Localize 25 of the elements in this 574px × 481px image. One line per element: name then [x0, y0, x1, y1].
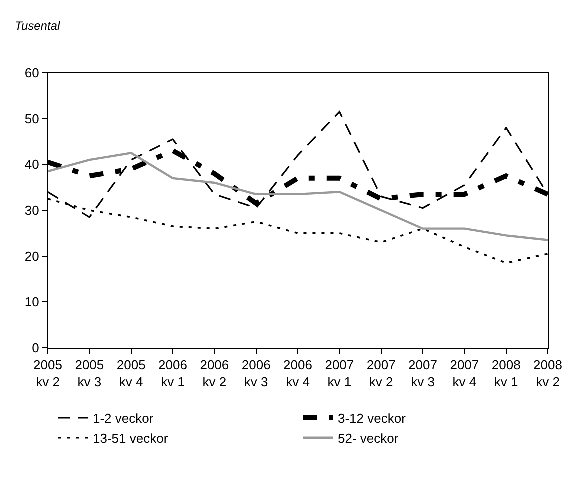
- y-axis-title: Tusental: [15, 19, 60, 33]
- y-tick-label: 10: [24, 294, 40, 310]
- y-tick-label: 0: [32, 340, 40, 356]
- x-tick-label: 2006 kv 4: [284, 358, 312, 390]
- legend-label: 1-2 veckor: [93, 411, 154, 426]
- x-tick-label: 2007 kv 4: [450, 358, 480, 390]
- y-tick-label: 30: [24, 203, 40, 218]
- x-tick-label: 2008 kv 1: [492, 358, 521, 390]
- x-tick-label: 2006 kv 2: [200, 358, 230, 390]
- x-tick-label: 2007 kv 2: [366, 358, 396, 390]
- x-tick-label: 2007 kv 3: [408, 358, 438, 390]
- x-tick-label: 2005 kv 4: [116, 358, 146, 390]
- legend-label: 3-12 veckor: [338, 411, 407, 426]
- x-tick-label: 2005 kv 3: [75, 358, 104, 390]
- x-tick-label: 2007 kv 1: [325, 358, 354, 390]
- legend-label: 13-51 veckor: [93, 430, 169, 446]
- x-tick-label: 2006 kv 3: [242, 358, 271, 390]
- y-tick-label: 50: [24, 111, 40, 126]
- x-tick-label: 2008 kv 2: [534, 358, 562, 390]
- y-tick-label: 40: [24, 157, 40, 172]
- x-tick-label: 2005 kv 2: [34, 358, 62, 390]
- y-tick-label: 20: [24, 248, 40, 264]
- x-tick-label: 2006 kv 1: [158, 358, 188, 390]
- legend-label: 52- veckor: [338, 430, 400, 446]
- y-tick-label: 60: [24, 66, 40, 81]
